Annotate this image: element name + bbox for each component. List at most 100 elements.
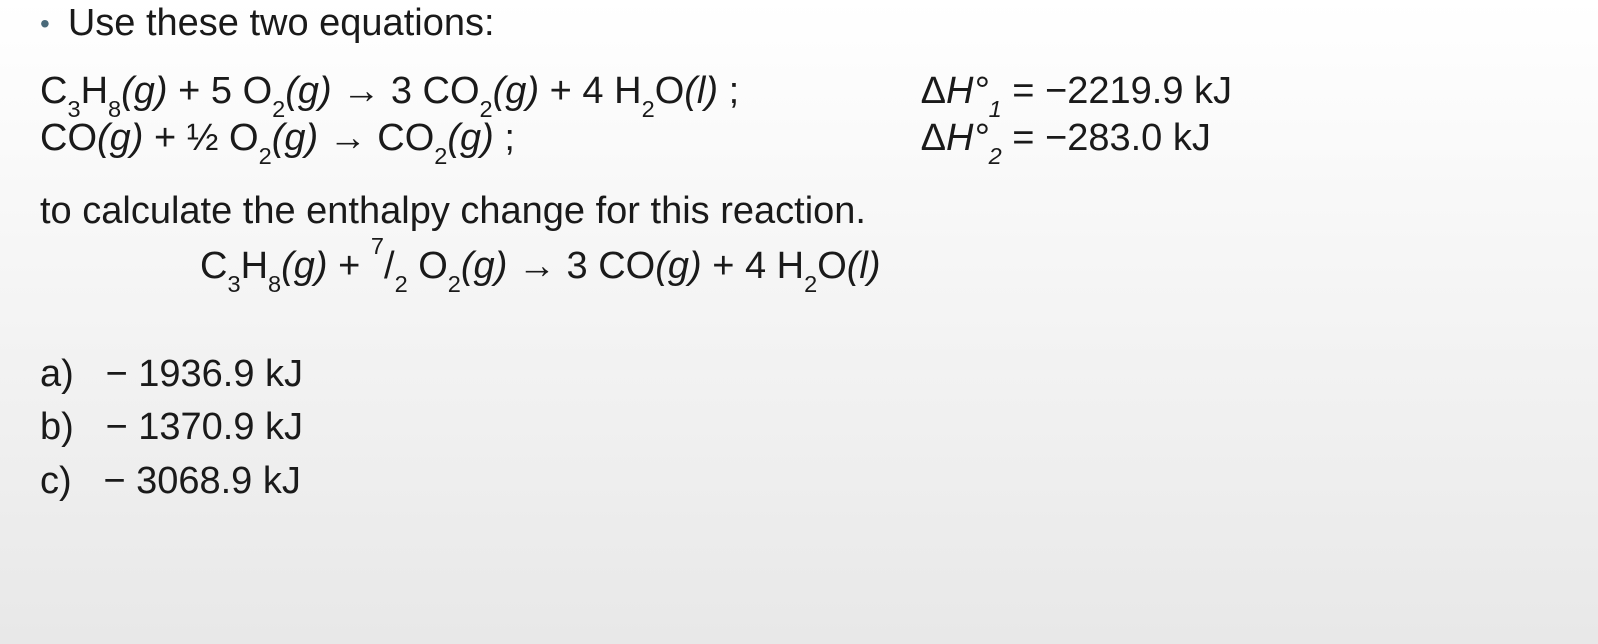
- plus-sign: +: [178, 70, 211, 112]
- state: (g): [447, 117, 493, 159]
- option-value: − 3068.9 kJ: [103, 460, 301, 502]
- eq2-r1: CO(g): [40, 117, 154, 159]
- state: (g): [272, 117, 318, 159]
- state: (g): [493, 70, 539, 112]
- coef: 5: [211, 70, 243, 112]
- answer-options: a) − 1936.9 kJ b) − 1370.9 kJ c) − 3068.…: [40, 351, 1558, 506]
- slide-body: • Use these two equations: C3H8(g) + 5 O…: [0, 0, 1598, 531]
- species: H: [241, 245, 268, 287]
- subscript: 3: [227, 271, 240, 297]
- species: CO: [598, 245, 655, 287]
- coef: 3: [566, 245, 598, 287]
- subscript: 8: [108, 96, 121, 122]
- species: C: [40, 70, 67, 112]
- subscript: 2: [272, 96, 285, 122]
- tgt-r2: 7/2 O2(g): [371, 245, 518, 287]
- fraction-numerator: 7: [371, 233, 384, 259]
- state: (g): [461, 245, 507, 287]
- option-label: c): [40, 460, 72, 502]
- bullet-dot-icon: •: [40, 6, 50, 41]
- coef: 4: [582, 70, 614, 112]
- delta-symbol: Δ: [921, 70, 946, 112]
- dh-value: = −283.0 kJ: [1012, 117, 1211, 159]
- delta-symbol: Δ: [921, 117, 946, 159]
- equation-2-body: CO(g) + ½ O2(g) → CO2(g) ;: [40, 115, 910, 163]
- subscript: 2: [448, 271, 461, 297]
- option-label: a): [40, 353, 74, 395]
- subscript: 2: [642, 96, 655, 122]
- dh-subscript: 2: [989, 143, 1002, 169]
- state: (l): [684, 70, 718, 112]
- species: CO: [377, 117, 434, 159]
- eq2-r2: ½ O2(g): [187, 117, 329, 159]
- option-a: a) − 1936.9 kJ: [40, 351, 1558, 399]
- h-symbol: H: [946, 117, 973, 159]
- space: [408, 245, 419, 287]
- semicolon: ;: [504, 117, 515, 159]
- species: H: [614, 70, 641, 112]
- bullet-header: • Use these two equations:: [40, 0, 1558, 48]
- tgt-p1: 3 CO(g): [566, 245, 712, 287]
- option-label: b): [40, 406, 74, 448]
- eq2-p1: CO2(g): [377, 117, 504, 159]
- degree-symbol: °: [973, 70, 988, 112]
- state: (g): [285, 70, 331, 112]
- subscript: 2: [259, 143, 272, 169]
- eq2-delta-h: ΔH°2 = −283.0 kJ: [921, 115, 1211, 163]
- arrow-icon: →: [518, 245, 556, 287]
- species: O: [817, 245, 847, 287]
- semicolon: ;: [729, 70, 740, 112]
- subscript: 8: [268, 271, 281, 297]
- plus-sign: +: [338, 245, 371, 287]
- header-text: Use these two equations:: [68, 0, 495, 48]
- eq1-r2: 5 O2(g): [211, 70, 342, 112]
- equation-2: CO(g) + ½ O2(g) → CO2(g) ; ΔH°2 = −283.0…: [40, 115, 1558, 163]
- subscript: 2: [434, 143, 447, 169]
- subscript: 3: [67, 96, 80, 122]
- state: (g): [281, 245, 327, 287]
- coef: 3: [391, 70, 423, 112]
- arrow-icon: →: [342, 70, 380, 112]
- plus-sign: +: [550, 70, 583, 112]
- target-equation: C3H8(g) + 7/2 O2(g) → 3 CO(g) + 4 H2O(l): [200, 243, 1558, 291]
- state: (g): [655, 245, 701, 287]
- coef: 4: [745, 245, 777, 287]
- coef: ½: [187, 117, 229, 159]
- subscript: 2: [804, 271, 817, 297]
- arrow-icon: →: [329, 117, 367, 159]
- option-c: c) − 3068.9 kJ: [40, 458, 1558, 506]
- option-value: − 1936.9 kJ: [105, 353, 303, 395]
- plus-sign: +: [154, 117, 187, 159]
- species: CO: [40, 117, 97, 159]
- species: O: [243, 70, 273, 112]
- fraction-denominator: 2: [395, 271, 408, 297]
- state: (l): [847, 245, 881, 287]
- dh-subscript: 1: [989, 96, 1002, 122]
- species: O: [655, 70, 685, 112]
- species: C: [200, 245, 227, 287]
- degree-symbol: °: [973, 117, 988, 159]
- species: H: [81, 70, 108, 112]
- tgt-r1: C3H8(g): [200, 245, 338, 287]
- tgt-p2: 4 H2O(l): [745, 245, 881, 287]
- dh-value: = −2219.9 kJ: [1012, 70, 1232, 112]
- plus-sign: +: [712, 245, 745, 287]
- species: O: [229, 117, 259, 159]
- species: H: [777, 245, 804, 287]
- eq1-delta-h: ΔH°1 = −2219.9 kJ: [921, 68, 1232, 116]
- equation-1: C3H8(g) + 5 O2(g) → 3 CO2(g) + 4 H2O(l) …: [40, 68, 1558, 116]
- species: O: [418, 245, 448, 287]
- subscript: 2: [480, 96, 493, 122]
- h-symbol: H: [946, 70, 973, 112]
- fraction-slash: /: [384, 245, 395, 287]
- species: CO: [423, 70, 480, 112]
- given-equations: C3H8(g) + 5 O2(g) → 3 CO2(g) + 4 H2O(l) …: [40, 68, 1558, 163]
- eq1-p2: 4 H2O(l): [582, 70, 728, 112]
- eq1-r1: C3H8(g): [40, 70, 178, 112]
- state: (g): [121, 70, 167, 112]
- option-value: − 1370.9 kJ: [105, 406, 303, 448]
- instruction-sentence: to calculate the enthalpy change for thi…: [40, 188, 1558, 236]
- state: (g): [97, 117, 143, 159]
- equation-1-body: C3H8(g) + 5 O2(g) → 3 CO2(g) + 4 H2O(l) …: [40, 68, 910, 116]
- eq1-p1: 3 CO2(g): [391, 70, 550, 112]
